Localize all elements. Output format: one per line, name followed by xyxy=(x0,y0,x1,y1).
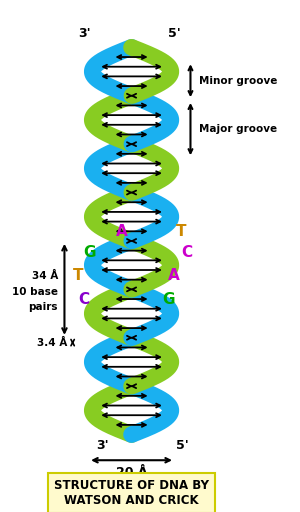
Text: 10 base: 10 base xyxy=(12,287,58,296)
Text: C: C xyxy=(182,245,193,260)
Text: Major groove: Major groove xyxy=(199,124,277,134)
Text: G: G xyxy=(162,292,175,307)
Text: 3': 3' xyxy=(78,27,90,40)
Text: C: C xyxy=(79,292,90,307)
Text: STRUCTURE OF DNA BY
WATSON AND CRICK: STRUCTURE OF DNA BY WATSON AND CRICK xyxy=(54,479,209,507)
Text: 3.4 Å: 3.4 Å xyxy=(37,337,68,348)
Text: 5': 5' xyxy=(176,439,189,452)
Text: 3': 3' xyxy=(97,439,109,452)
Text: 20 Å: 20 Å xyxy=(116,466,147,479)
Text: G: G xyxy=(83,245,95,260)
Text: 5': 5' xyxy=(168,27,181,40)
Text: Minor groove: Minor groove xyxy=(199,76,277,86)
Text: 34 Å: 34 Å xyxy=(32,271,58,281)
Text: A: A xyxy=(116,224,127,239)
Text: A: A xyxy=(168,268,180,284)
Text: pairs: pairs xyxy=(28,302,58,312)
Text: T: T xyxy=(73,268,84,284)
Text: T: T xyxy=(176,224,186,239)
